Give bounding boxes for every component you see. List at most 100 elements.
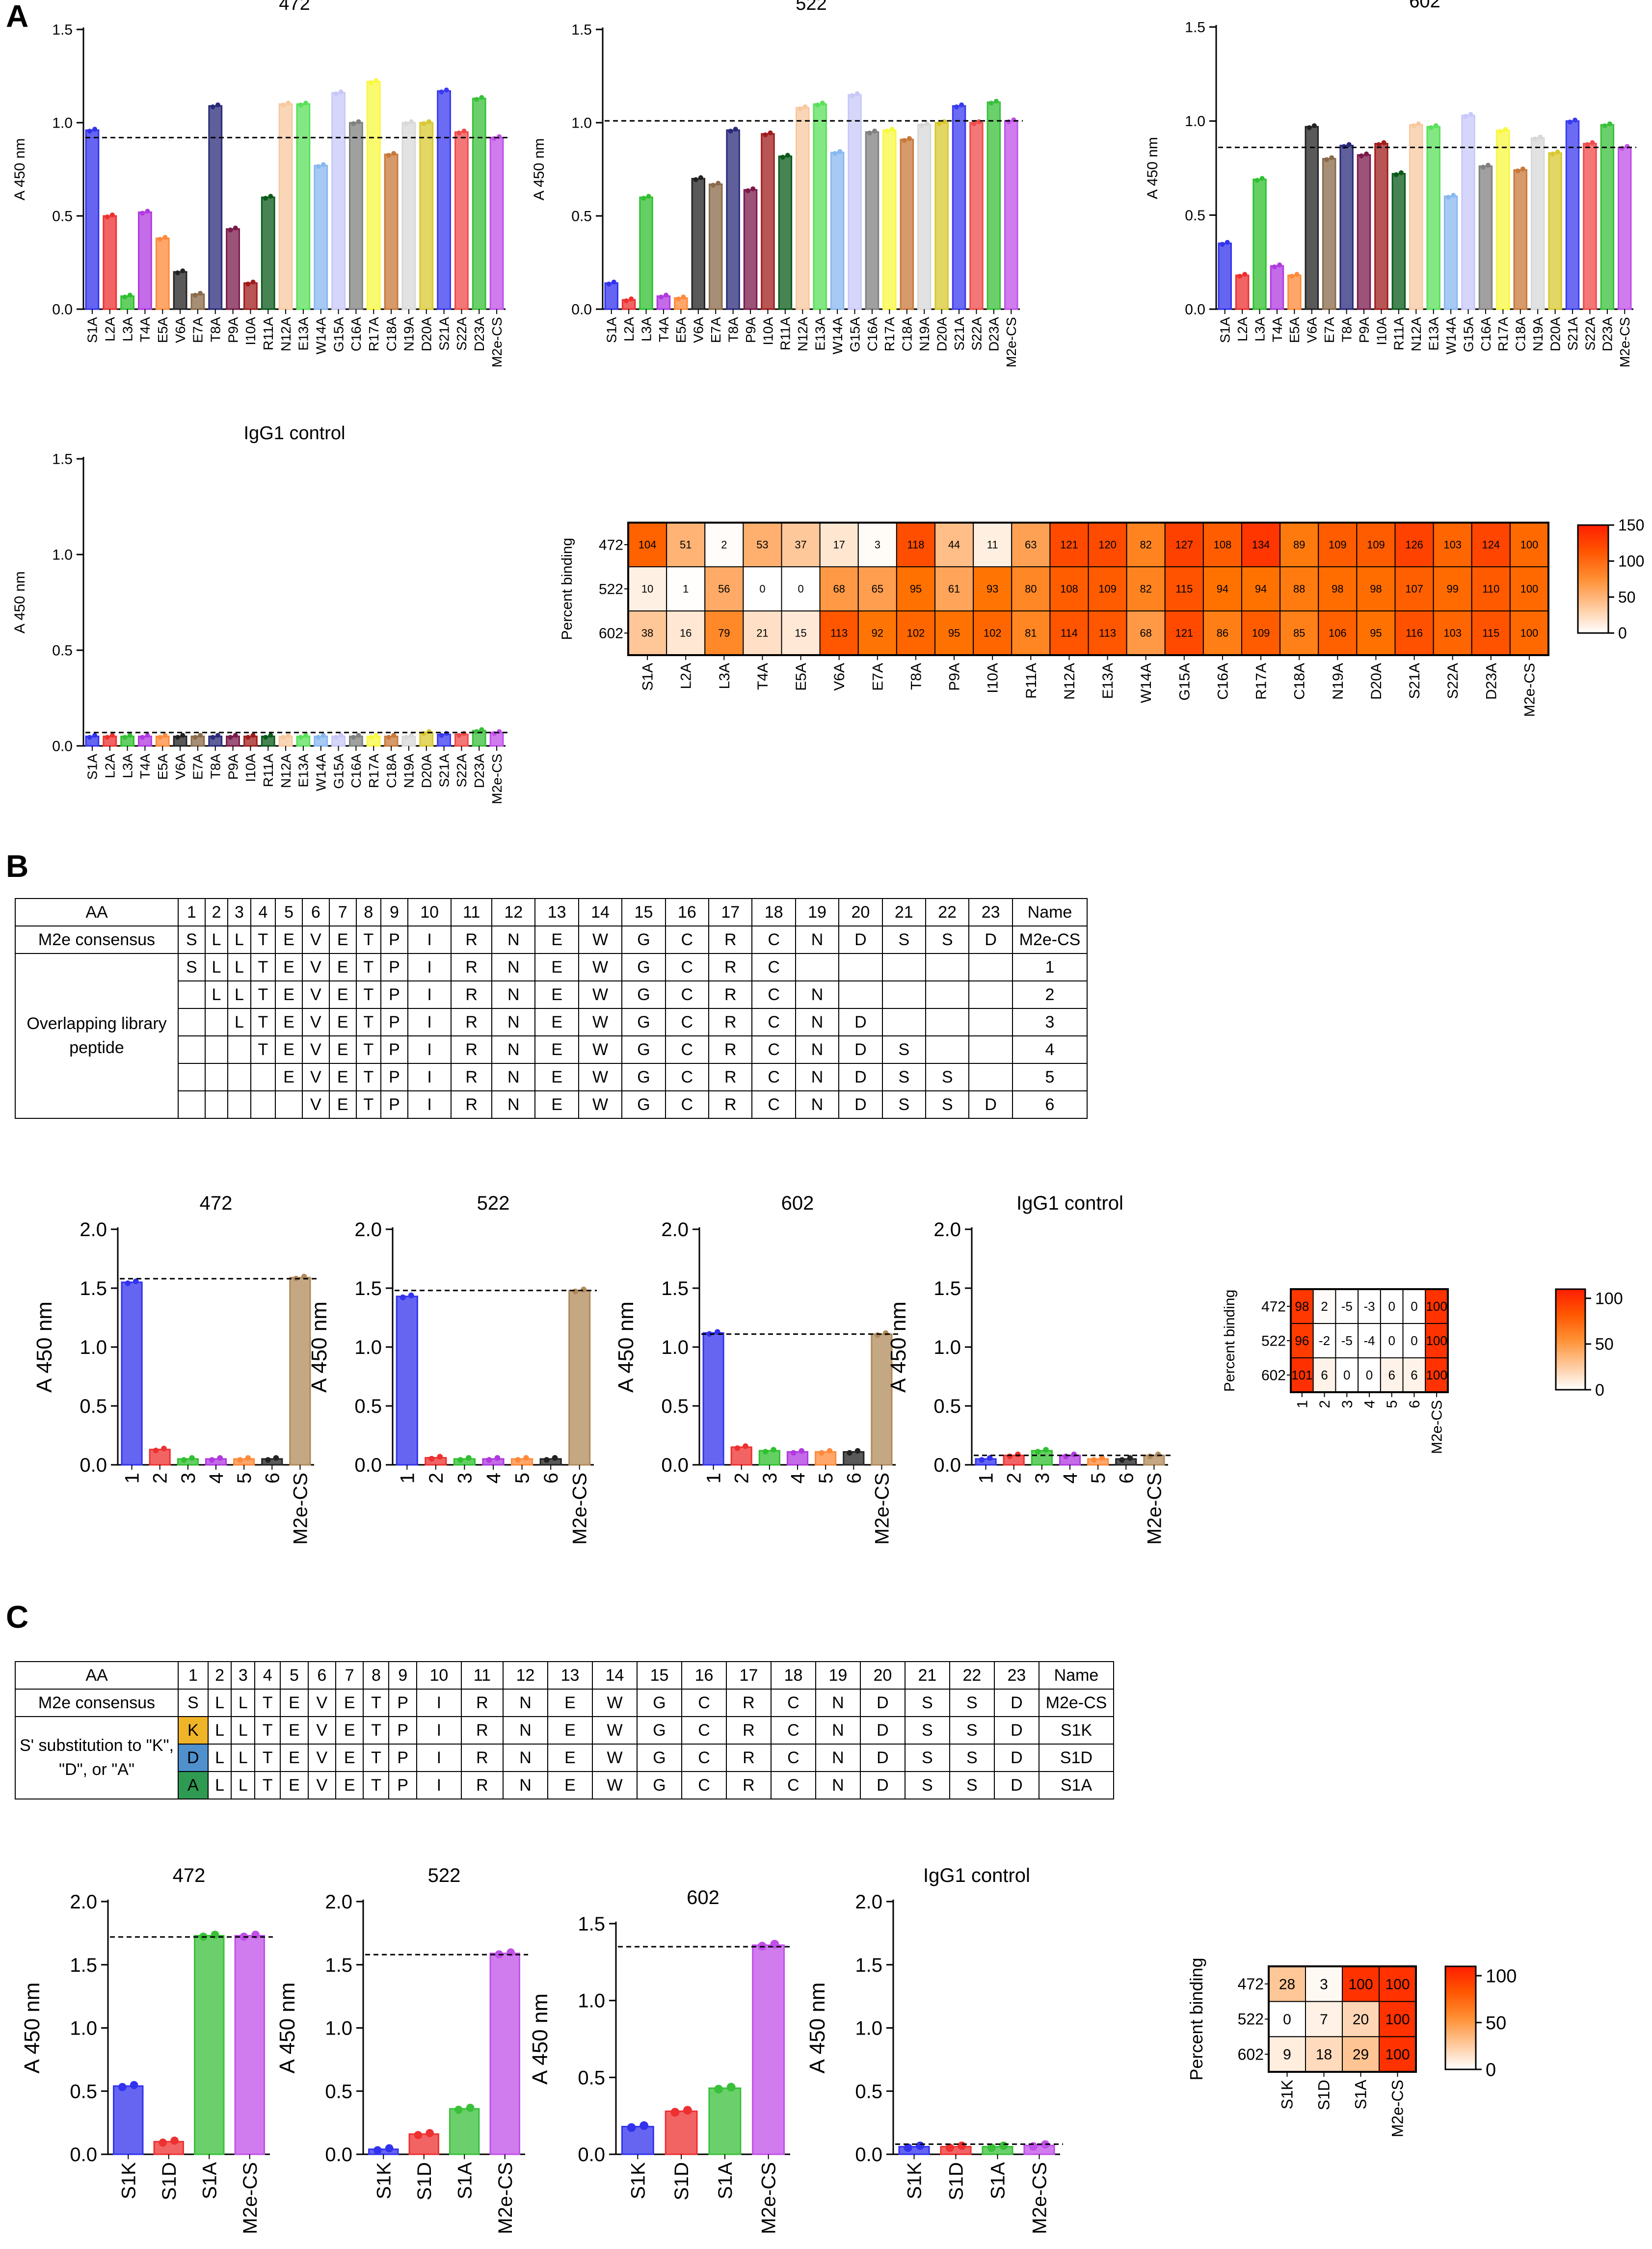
data-point: [316, 735, 321, 740]
data-point: [716, 181, 721, 186]
heat-cell-value: 134: [1252, 539, 1270, 551]
x-tick-label: 1: [976, 1473, 997, 1483]
data-point: [373, 78, 379, 83]
data-point: [1538, 134, 1543, 140]
empty-cell: [275, 1090, 303, 1119]
bar-V6A: [691, 178, 706, 310]
data-point: [523, 1455, 529, 1461]
heat-cell-value: 109: [1098, 583, 1117, 595]
chart-title: IgG1 control: [1016, 1192, 1123, 1214]
residue-cell: L: [207, 1716, 232, 1745]
scale-tick-label: 0: [1618, 624, 1627, 642]
heat-cell: [1402, 1357, 1426, 1393]
x-tick-label: 6: [843, 1473, 865, 1483]
heat-cell: [1279, 610, 1319, 656]
x-tick-label: M2e-CS: [489, 754, 505, 804]
data-point: [180, 733, 186, 738]
residue-cell: S: [925, 1063, 970, 1091]
row-name: 4: [1012, 1035, 1088, 1064]
data-point: [439, 89, 444, 95]
bar-D23A: [986, 101, 1001, 310]
empty-cell: [227, 1063, 251, 1091]
y-tick-label: 0.5: [52, 643, 73, 659]
heat-cell-value: 102: [907, 627, 925, 639]
data-point: [209, 1457, 215, 1463]
heat-cell: [1318, 566, 1358, 611]
residue-cell: N: [491, 1063, 536, 1091]
x-tick-label: S1K: [904, 2162, 926, 2199]
x-tick-label: 1: [122, 1473, 143, 1483]
x-tick-label: 4: [483, 1473, 505, 1483]
data-point: [457, 1457, 463, 1463]
data-point: [515, 1457, 521, 1463]
heat-cell: [1202, 566, 1242, 611]
heat-cell-value: 3: [875, 539, 880, 551]
residue-cell: E: [275, 1035, 303, 1064]
x-tick-label: P9A: [225, 754, 240, 780]
heatmap-col-label: R11A: [1023, 663, 1039, 699]
header-cell: 11: [460, 1661, 504, 1690]
heat-cell-value: 53: [756, 539, 768, 551]
residue-cell: C: [770, 1689, 816, 1717]
data-point: [627, 2123, 636, 2132]
heat-cell-value: 0: [798, 583, 803, 595]
data-point: [1254, 178, 1260, 183]
x-tick-label: E5A: [1287, 317, 1302, 343]
heat-cell-value: 95: [948, 627, 960, 639]
heatmap-col-label: S1A: [640, 663, 656, 691]
x-tick-label: 6: [262, 1473, 283, 1483]
residue-cell: E: [328, 1008, 357, 1036]
data-point: [351, 121, 356, 126]
chart-title: 602: [687, 1887, 719, 1908]
residue-cell: V: [302, 953, 330, 981]
bar-1: [702, 1332, 724, 1466]
residue-cell: T: [254, 1716, 281, 1745]
data-point: [1468, 112, 1473, 117]
header-cell: 22: [925, 898, 970, 926]
x-tick-label: I10A: [1374, 317, 1389, 345]
y-tick-label: 1.5: [578, 1913, 605, 1935]
heat-cell-value: 0: [1366, 1368, 1373, 1382]
y-tick-label: 1.5: [855, 1955, 882, 1976]
bar-N19A: [401, 122, 416, 310]
heat-cell-value: 3: [1320, 1976, 1328, 1992]
residue-cell: P: [380, 980, 408, 1009]
residue-cell: L: [231, 1689, 256, 1717]
data-point: [847, 1450, 853, 1456]
x-tick-label: D20A: [1547, 317, 1563, 351]
heat-cell-value: 103: [1443, 539, 1462, 551]
x-tick-label: E7A: [708, 317, 723, 343]
residue-cell: L: [227, 980, 251, 1009]
bar-D23A: [472, 98, 486, 310]
residue-cell: N: [815, 1771, 861, 1799]
data-point: [233, 733, 238, 738]
heat-cell-value: 88: [1293, 583, 1305, 595]
residue-cell: N: [503, 1771, 549, 1799]
heat-cell-value: 6: [1321, 1368, 1328, 1382]
header-cell: 12: [503, 1661, 549, 1690]
chart-title: 522: [428, 1865, 461, 1886]
heat-cell: [896, 522, 935, 567]
data-point: [1099, 1455, 1105, 1461]
data-point: [954, 104, 959, 109]
heatmap-col-label: V6A: [831, 663, 848, 691]
x-tick-label: M2e-CS: [1004, 317, 1019, 368]
data-point: [386, 735, 391, 740]
heat-cell-value: 0: [759, 583, 765, 595]
heat-cell-value: 114: [1061, 627, 1078, 639]
y-tick-label: 0.0: [70, 2144, 97, 2166]
heat-cell: [1509, 522, 1549, 567]
bar-S22A: [1583, 143, 1597, 310]
data-point: [130, 2081, 138, 2090]
header-cell: 6: [307, 1661, 337, 1690]
residue-cell: T: [363, 1716, 390, 1745]
x-tick-label: E7A: [190, 317, 206, 343]
heatmap-col-label: 4: [1362, 1400, 1378, 1408]
heat-cell-value: 96: [1295, 1333, 1309, 1348]
residue-cell: N: [815, 1716, 861, 1745]
bar-D20A: [1548, 152, 1562, 310]
bar-M2e-CS: [1143, 1455, 1165, 1466]
chart-title: 602: [781, 1192, 814, 1214]
x-tick-label: S1A: [987, 2162, 1009, 2199]
data-point: [1329, 155, 1334, 160]
